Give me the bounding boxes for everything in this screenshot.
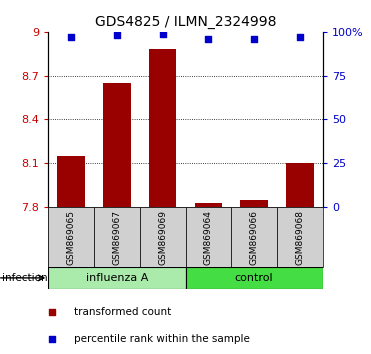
Text: influenza A: influenza A	[86, 273, 148, 283]
Point	[49, 309, 55, 315]
Point	[206, 36, 211, 42]
Text: GSM869068: GSM869068	[295, 210, 304, 265]
Text: control: control	[235, 273, 273, 283]
Title: GDS4825 / ILMN_2324998: GDS4825 / ILMN_2324998	[95, 16, 276, 29]
Point	[49, 336, 55, 342]
Bar	[48, 207, 94, 267]
Point	[68, 34, 74, 40]
Text: percentile rank within the sample: percentile rank within the sample	[74, 334, 250, 344]
Text: transformed count: transformed count	[74, 307, 171, 317]
Text: GSM869065: GSM869065	[67, 210, 76, 265]
Bar	[240, 200, 268, 207]
Bar	[140, 207, 186, 267]
Point	[114, 33, 120, 38]
Text: GSM869067: GSM869067	[112, 210, 121, 265]
Text: GSM869069: GSM869069	[158, 210, 167, 265]
Point	[297, 34, 303, 40]
Bar	[231, 207, 277, 267]
Bar	[48, 267, 186, 289]
Bar	[186, 267, 323, 289]
Bar	[149, 49, 176, 207]
Bar	[277, 207, 323, 267]
Bar	[94, 207, 140, 267]
Bar	[286, 163, 313, 207]
Text: GSM869066: GSM869066	[250, 210, 259, 265]
Bar	[195, 203, 222, 207]
Point	[251, 36, 257, 42]
Bar	[103, 83, 131, 207]
Bar	[186, 207, 231, 267]
Text: infection: infection	[2, 273, 47, 283]
Text: GSM869064: GSM869064	[204, 210, 213, 265]
Bar	[58, 156, 85, 207]
Point	[160, 31, 165, 36]
